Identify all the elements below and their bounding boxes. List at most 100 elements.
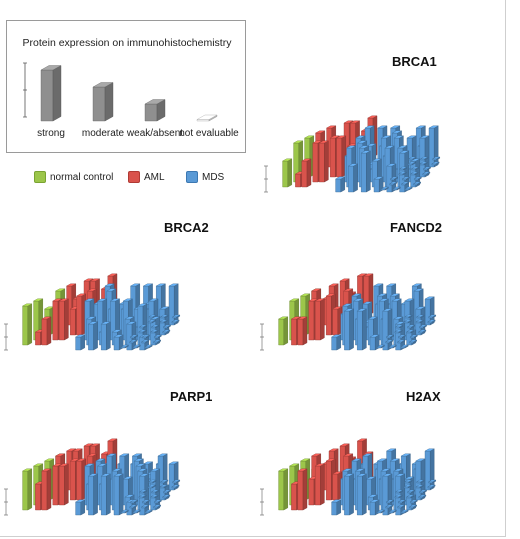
bar-aml [76, 458, 87, 501]
chart-fancd2 [260, 273, 437, 351]
floor-tile [418, 324, 428, 329]
floor-tile [392, 186, 402, 191]
bar-mds [428, 125, 439, 168]
bar-mds [100, 473, 111, 516]
bar-mds [348, 163, 358, 193]
bar-mds [139, 473, 150, 516]
bar-aml [59, 463, 69, 506]
legend-bar-weak-absent [144, 99, 166, 122]
floor-tile [150, 489, 160, 494]
floor-tile [140, 339, 150, 344]
floor-tile [138, 489, 148, 494]
floor-tile [171, 484, 180, 489]
floor-tile [409, 499, 419, 504]
axis-bracket [260, 488, 264, 516]
level-label-strong: strong [37, 128, 65, 139]
bar-mds [382, 308, 393, 351]
floor-tile [410, 171, 419, 176]
floor-tile [144, 509, 153, 514]
group-legend-aml: AML [128, 170, 165, 184]
floor-tile [408, 504, 418, 509]
floor-tile [147, 484, 157, 489]
bar-normal-control [278, 316, 288, 346]
bar-mds [331, 334, 342, 351]
floor-tile [427, 319, 436, 324]
legend-bar-moderate [92, 82, 114, 122]
floor-tile [394, 489, 404, 494]
floor-tile [400, 509, 409, 514]
floor-tile [400, 181, 410, 186]
bar-normal-control [278, 468, 288, 511]
floor-tile [150, 324, 160, 329]
expression-legend: Protein expression on immunohistochemist… [6, 20, 246, 153]
floor-tile [384, 339, 394, 344]
floor-tile [128, 339, 138, 344]
floor-tile [148, 314, 157, 319]
bar-aml [336, 135, 347, 178]
floor-tile [419, 161, 428, 166]
bar-mds [382, 473, 393, 516]
floor-tile [132, 344, 142, 349]
floor-tile [406, 329, 415, 334]
floor-tile [417, 329, 427, 334]
bar-aml [319, 140, 329, 183]
floor-tile [408, 156, 417, 161]
bar-mds [113, 334, 124, 351]
legend-bar-not-evaluable [196, 114, 218, 122]
floor-tile [417, 494, 427, 499]
floor-tile [415, 319, 424, 324]
floor-tile [380, 186, 390, 191]
floor-tile [403, 484, 413, 489]
bar-mds [335, 176, 346, 193]
swatch-normal-control [34, 171, 46, 183]
bar-mds [419, 135, 430, 178]
floor-tile [404, 314, 413, 319]
bar-mds [331, 499, 342, 516]
floor-tile [138, 324, 148, 329]
group-label-mds: MDS [202, 171, 225, 183]
panel-title-fancd2: FANCD2 [390, 220, 443, 235]
floor-tile [415, 314, 425, 319]
bar-aml [297, 316, 308, 346]
floor-tile [376, 509, 386, 514]
floor-tile [422, 166, 432, 171]
legend-axis-bracket [23, 62, 27, 118]
floor-tile [388, 181, 398, 186]
panel-title-parp1: PARP1 [170, 389, 213, 404]
floor-tile [147, 319, 157, 324]
floor-tile [120, 509, 130, 514]
floor-tile [401, 176, 411, 181]
panel-title-h2ax: H2AX [406, 389, 441, 404]
floor-tile [406, 494, 415, 499]
floor-tile [410, 166, 420, 171]
floor-tile [150, 329, 159, 334]
floor-tile [394, 329, 403, 334]
bar-normal-control [22, 468, 32, 511]
floor-tile [407, 161, 417, 166]
bar-mds [360, 150, 371, 193]
floor-tile [397, 499, 407, 504]
floor-tile [413, 176, 423, 181]
bar-mds [88, 321, 98, 351]
floor-tile [159, 319, 168, 324]
floor-tile [406, 324, 416, 329]
bar-mds [75, 334, 86, 351]
floor-tile [403, 319, 413, 324]
floor-tile [159, 479, 169, 484]
panel-brca2: BRCA2 [4, 210, 249, 360]
floor-tile [396, 339, 406, 344]
floor-tile [152, 339, 162, 344]
bar-mds [424, 448, 435, 491]
axis-bracket [4, 488, 8, 516]
bar-aml [41, 316, 52, 346]
floor-tile [404, 479, 413, 484]
expression-level-bars [23, 62, 218, 122]
floor-tile [415, 479, 425, 484]
floor-tile [409, 334, 419, 339]
bar-mds [399, 150, 410, 193]
bar-mds [75, 499, 86, 516]
legend-title: Protein expression on immunohistochemist… [22, 37, 232, 49]
bar-normal-control [22, 303, 32, 346]
bar-aml [297, 468, 308, 511]
floor-tile [431, 161, 440, 166]
